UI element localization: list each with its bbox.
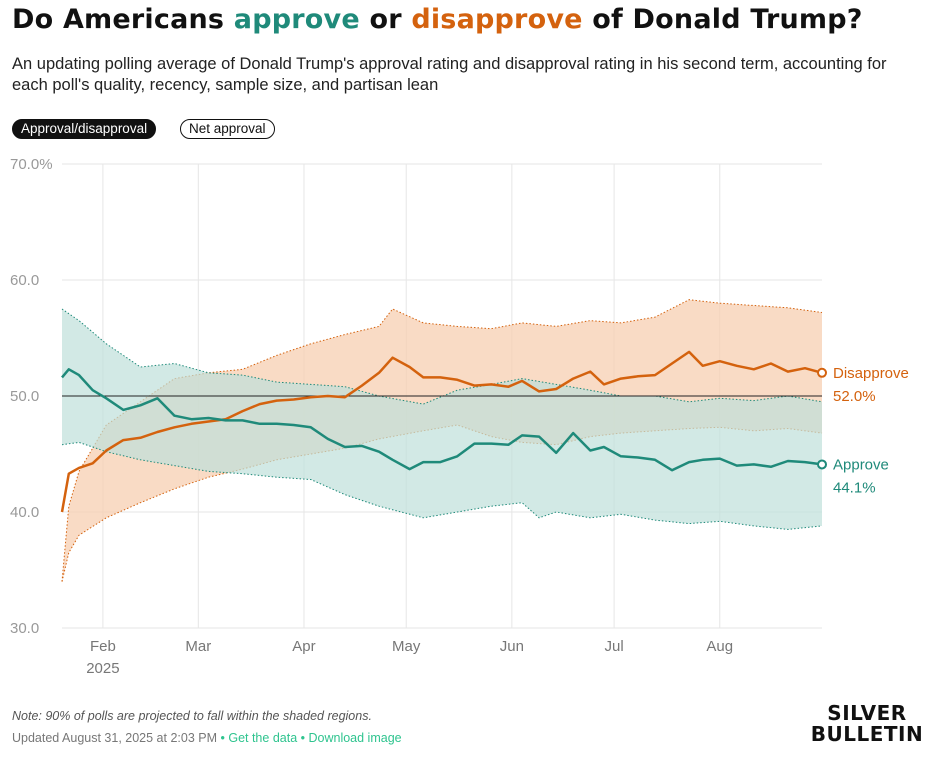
download-image-link[interactable]: Download image	[308, 731, 402, 745]
x-tick-label: Jul	[605, 638, 624, 655]
x-tick-label: Feb	[90, 638, 116, 655]
disapprove-value-label: 52.0%	[833, 388, 876, 405]
get-data-link[interactable]: Get the data	[228, 731, 298, 745]
x-tick-label: May	[392, 638, 421, 655]
approval-chart: Disapprove 52.0% Approve 44.1% 70.0% 60.0 50.…	[10, 156, 909, 677]
page-title: Do Americans approve or disapprove of Do…	[12, 4, 863, 35]
x-tick-label: Mar	[185, 638, 211, 655]
logo-line-1: SILVER	[827, 701, 907, 725]
approve-line	[61, 368, 823, 472]
y-tick-label: 40.0	[10, 504, 39, 521]
disapprove-line	[60, 350, 823, 513]
separator: •	[297, 731, 309, 745]
x-tick-label: Apr	[292, 638, 315, 655]
net-approval-toggle[interactable]: Net approval	[180, 119, 275, 139]
y-tick-label: 30.0	[10, 620, 39, 637]
approve-value-label: 44.1%	[833, 479, 876, 496]
disapprove-band-lower	[61, 424, 823, 582]
approve-band-upper	[61, 308, 823, 405]
approve-series-label: Approve	[833, 456, 889, 473]
x-tick-label: Aug	[706, 638, 733, 655]
disapprove-band	[62, 299, 822, 582]
y-tick-label: 70.0%	[10, 156, 53, 173]
logo-line-2: BULLETIN	[810, 722, 924, 746]
x-tick-sublabel: 2025	[86, 660, 119, 677]
separator: •	[217, 731, 229, 745]
x-tick-label: Jun	[500, 638, 524, 655]
approve-end-marker[interactable]	[817, 459, 827, 470]
chart-lines	[60, 350, 827, 513]
chart-bands	[61, 299, 823, 582]
footnote: Note: 90% of polls are projected to fall…	[12, 709, 372, 723]
disapprove-series-label: Disapprove	[833, 365, 909, 382]
approval-disapproval-toggle[interactable]: Approval/disapproval	[12, 119, 157, 139]
chart-labels: Disapprove 52.0% Approve 44.1%	[833, 365, 909, 497]
updated-timestamp: Updated August 31, 2025 at 2:03 PM	[12, 731, 218, 745]
y-tick-label: 50.0	[10, 388, 39, 405]
title-post: of Donald Trump?	[582, 4, 863, 35]
chart-axes: 70.0% 60.0 50.0 40.0 30.0 Feb 2025 Mar Apr May Jun…	[10, 156, 733, 677]
approve-band-lower	[61, 441, 823, 530]
title-mid: or	[359, 4, 412, 35]
title-approve-word: approve	[233, 4, 360, 35]
disapprove-end-marker[interactable]	[817, 367, 827, 378]
y-tick-label: 60.0	[10, 272, 39, 289]
title-disapprove-word: disapprove	[411, 4, 583, 35]
title-pre: Do Americans	[12, 4, 234, 35]
silver-bulletin-logo: SILVER BULLETIN	[808, 703, 926, 745]
updated-line: Updated August 31, 2025 at 2:03 PM • Get…	[12, 731, 402, 745]
page-subtitle: An updating polling average of Donald Tr…	[12, 55, 887, 94]
